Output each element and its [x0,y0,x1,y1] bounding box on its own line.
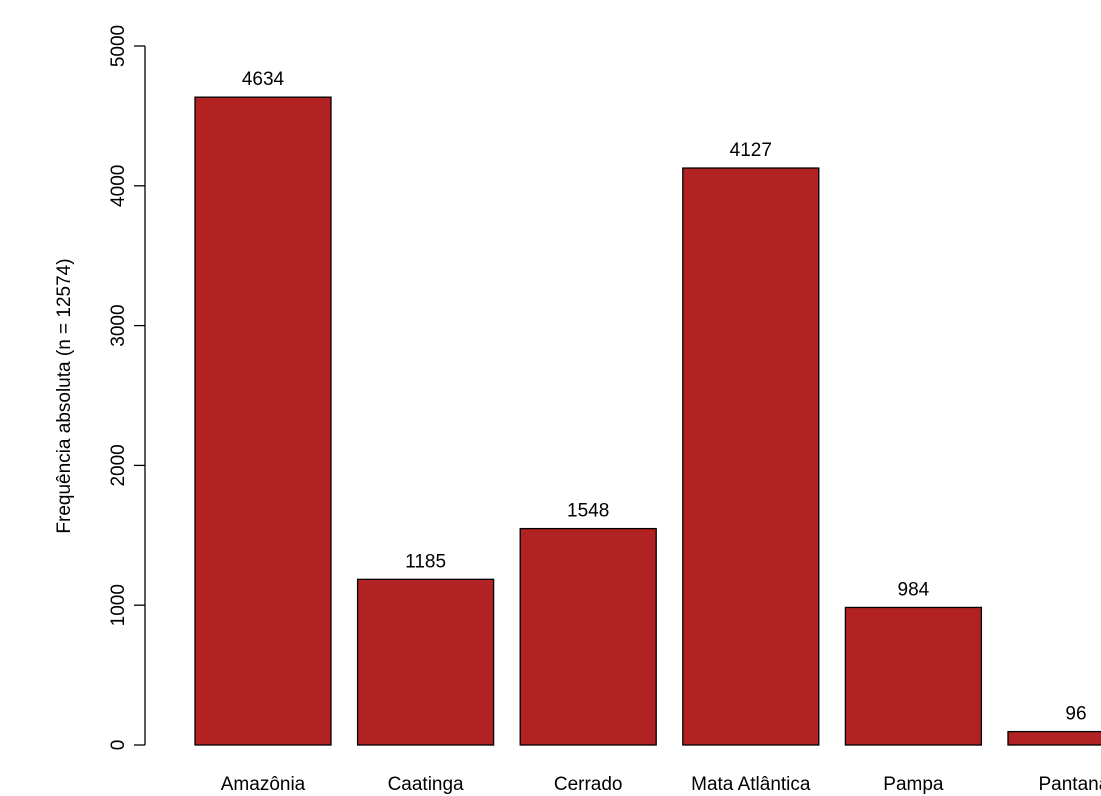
x-category-label: Mata Atlântica [691,774,811,795]
y-tick-label: 4000 [108,165,129,207]
bars-group [194,96,1101,746]
x-category-label: Pampa [883,774,944,795]
bar [194,96,332,746]
y-tick-label: 5000 [108,25,129,67]
data-label: 4127 [730,140,772,161]
y-tick-label: 3000 [108,304,129,346]
bar [519,527,657,746]
data-labels-group: 4634 1185 1548 4127 984 96 [242,69,1087,724]
y-tick-label: 0 [108,740,129,751]
bar [1007,730,1101,746]
y-axis: 0 1000 2000 3000 4000 5000 [108,25,146,751]
data-label: 96 [1065,704,1086,725]
y-tick-label: 1000 [108,584,129,626]
x-category-label: Cerrado [554,774,623,795]
data-label: 4634 [242,69,285,90]
y-tick-label: 2000 [108,444,129,486]
x-category-label: Amazônia [221,774,306,795]
data-label: 984 [898,579,930,600]
category-labels-group: Amazônia Caatinga Cerrado Mata Atlântica Pam… [221,774,1101,795]
bar [356,578,495,746]
data-label: 1548 [567,501,609,522]
data-label: 1185 [405,551,446,572]
y-axis-title: Frequência absoluta (n = 12574) [54,258,75,533]
bar [682,167,820,746]
x-category-label: Caatinga [388,774,464,795]
bar [844,606,983,746]
x-category-label: Pantanal [1038,774,1101,795]
